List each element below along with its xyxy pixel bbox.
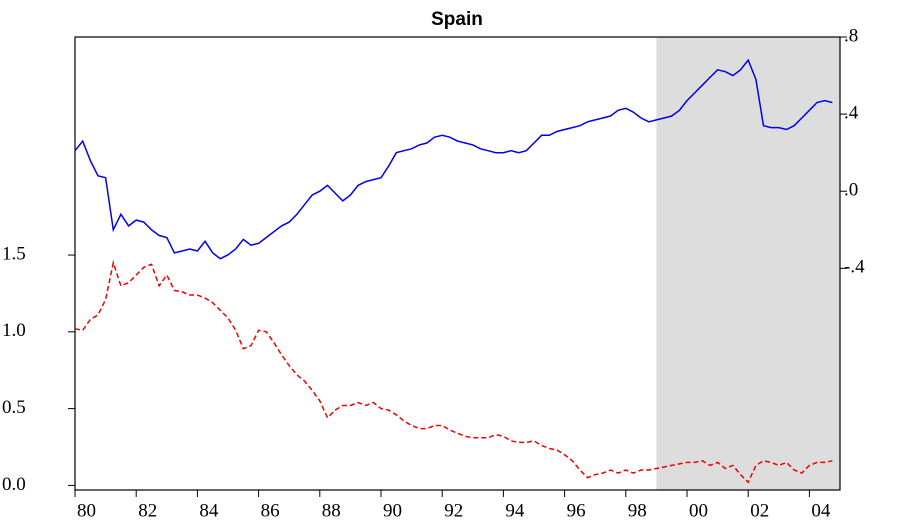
y-tick-label: 1.5 [2, 243, 26, 264]
x-tick-label: 80 [77, 500, 96, 521]
x-tick-label: 84 [199, 500, 219, 521]
plot-frame [74, 36, 841, 491]
chart-title: Spain [431, 9, 483, 30]
plot-background [656, 37, 840, 490]
line-series [74, 58, 833, 260]
x-tick-label: 94 [505, 500, 525, 521]
x-tick-label: 88 [322, 500, 341, 521]
y2-tick-label: -.4 [844, 257, 865, 278]
y2-tick-label: .0 [844, 180, 858, 201]
x-tick-label: 86 [261, 500, 280, 521]
y-tick-label: 0.5 [2, 397, 26, 418]
x-tick-label: 00 [689, 500, 708, 521]
y-tick-label: 0.0 [2, 474, 26, 495]
line-series [74, 259, 833, 484]
x-tick-label: 90 [383, 500, 402, 521]
y2-tick-label: .4 [844, 102, 859, 123]
shaded-region [656, 37, 840, 490]
x-tick-label: 82 [138, 500, 157, 521]
x-tick-label: 96 [567, 500, 586, 521]
x-tick-label: 98 [628, 500, 647, 521]
x-tick-label: 02 [750, 500, 769, 521]
x-tick-label: 04 [811, 500, 831, 521]
y2-tick-label: .8 [844, 25, 858, 46]
y-tick-label: 1.0 [2, 320, 26, 341]
x-tick-label: 92 [444, 500, 463, 521]
